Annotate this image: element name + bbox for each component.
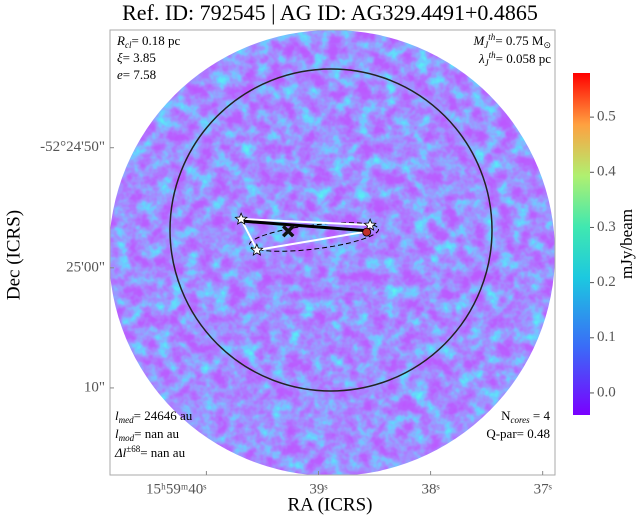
frame	[109, 29, 556, 476]
core	[363, 218, 377, 231]
x-tick-label: 39ˢ	[309, 481, 327, 497]
mst-edge	[256, 230, 371, 251]
intensity-map	[110, 30, 555, 475]
annotation: Q-par= 0.48	[486, 426, 550, 441]
colorbar-tick-label: 0.4	[597, 164, 616, 180]
x-axis-label: RA (ICRS)	[288, 494, 373, 515]
aperture	[169, 68, 493, 392]
annotation: lmed= 24646 au	[115, 408, 193, 425]
colorbar	[573, 73, 590, 415]
colorbar-label: mJy/beam	[617, 209, 636, 279]
y-tick-label: 25'00"	[66, 259, 105, 275]
colorbar-tick-label: 0.3	[597, 219, 616, 235]
annotation: ξ= 3.85	[117, 50, 156, 65]
core	[250, 243, 264, 256]
major-axis	[240, 219, 371, 233]
image	[110, 30, 555, 475]
y-tick-label: -52°24'50"	[40, 139, 105, 155]
annotation: λJth= 0.058 pc	[478, 50, 551, 68]
colorbar-tick-label: 0.5	[597, 109, 616, 125]
centroid	[281, 224, 295, 238]
annotation: Ncores = 4	[501, 408, 550, 425]
colorbar-tick-label: 0.0	[597, 384, 616, 400]
colorbar-tick-label: 0.1	[597, 329, 616, 345]
x-tick-label: 38ˢ	[421, 481, 439, 497]
annotation: Δl±68= nan au	[114, 444, 186, 460]
annotation: Rcl= 0.18 pc	[116, 33, 181, 50]
chart-title: Ref. ID: 792545 | AG ID: AG329.4491+0.48…	[122, 0, 538, 25]
annotation: MJth= 0.75 M⊙	[472, 32, 551, 50]
core	[234, 212, 248, 225]
colorbar-tick-label: 0.2	[597, 274, 616, 290]
core	[362, 227, 372, 237]
y-tick-label: 10"	[84, 379, 105, 395]
annotation: lmod= nan au	[115, 426, 179, 443]
x-tick-label: 37ˢ	[534, 481, 552, 497]
x-tick-label: 15ʰ59ᵐ40ˢ	[146, 481, 206, 497]
y-axis-label: Dec (ICRS)	[3, 210, 24, 300]
annotation: e= 7.58	[117, 67, 156, 82]
